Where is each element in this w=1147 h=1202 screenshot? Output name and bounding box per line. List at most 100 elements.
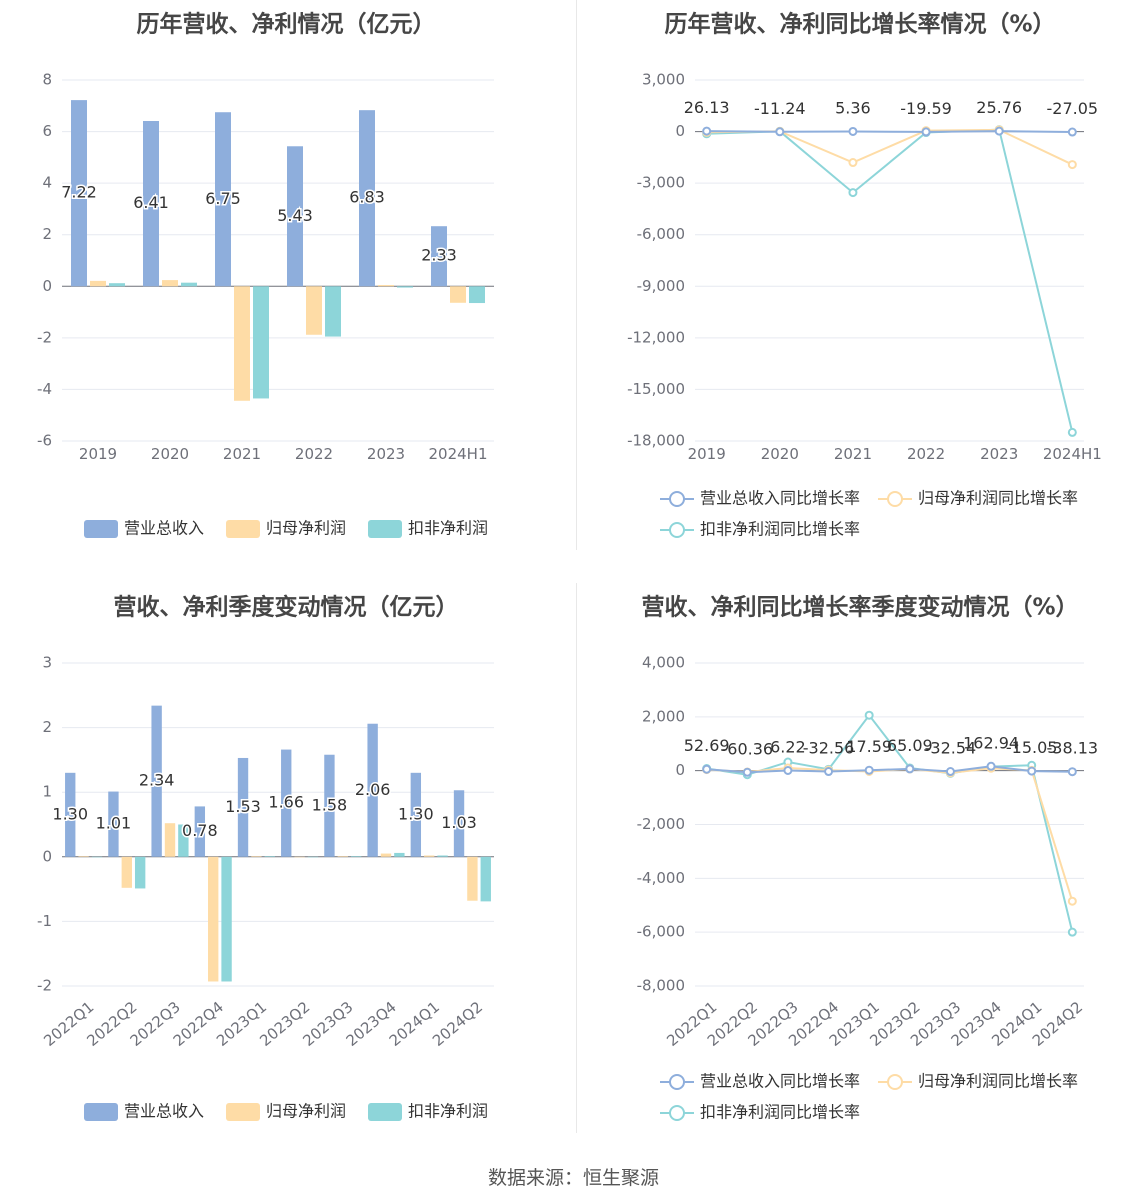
y-tick-label: -1 <box>37 912 52 930</box>
bar <box>121 856 132 888</box>
legend-label: 营业总收入 <box>124 519 204 538</box>
data-point <box>905 764 915 774</box>
y-tick-label: -6 <box>37 432 52 450</box>
x-tick-label: 2020 <box>761 445 799 463</box>
bar <box>467 856 478 901</box>
bar <box>251 856 262 857</box>
y-tick-label: 3,000 <box>642 71 685 89</box>
y-tick-label: 0 <box>675 761 685 779</box>
vertical-divider-bottom <box>576 583 577 1133</box>
y-tick-label: 1 <box>42 783 52 801</box>
legend-swatch <box>84 520 118 538</box>
legend-label: 归母净利润同比增长率 <box>918 489 1078 508</box>
series-line <box>706 128 1073 166</box>
bar <box>306 286 322 335</box>
legend-marker <box>669 1105 685 1121</box>
x-tick-label: 2021 <box>223 445 261 463</box>
bar <box>394 852 405 857</box>
line-data-label: -32.54 <box>925 739 977 758</box>
annual-growth-chart-panel: 历年营收、净利同比增长率情况（%） 3,000 0 -3,000 -6,000 -9,00… <box>574 0 1147 583</box>
bar <box>378 284 394 287</box>
y-tick-label: -9,000 <box>637 277 685 295</box>
bar-data-label: 2.34 <box>139 771 175 790</box>
y-tick-label: 2 <box>42 718 52 736</box>
data-point <box>848 158 858 168</box>
y-tick-label: -15,000 <box>627 380 685 398</box>
data-point <box>742 767 752 777</box>
legend-marker <box>669 491 685 507</box>
data-point <box>1067 427 1077 437</box>
bar <box>109 283 125 287</box>
y-tick-label: -2 <box>37 328 52 346</box>
y-tick-label: -3,000 <box>637 174 685 192</box>
quarterly-growth-chart-panel: 营收、净利同比增长率季度变动情况（%） 4,000 2,000 0 -2,000 -4,0… <box>574 583 1147 1166</box>
y-tick-label: 2,000 <box>642 707 685 725</box>
bar <box>307 856 319 858</box>
bar <box>234 286 250 401</box>
bar-data-label: 7.22 <box>61 183 97 202</box>
legend-label: 扣非净利润同比增长率 <box>700 520 860 539</box>
bar <box>215 112 231 287</box>
bar <box>208 856 219 982</box>
quarterly-growth-chart: 营收、净利同比增长率季度变动情况（%） 4,000 2,000 0 -2,000 -4,0… <box>637 594 1099 1122</box>
legend-swatch <box>84 1103 118 1121</box>
line-data-label: -27.05 <box>1047 99 1099 118</box>
y-tick-label: 2 <box>42 225 52 243</box>
legend-label: 扣非净利润同比增长率 <box>700 1103 860 1122</box>
annual-growth-chart: 历年营收、净利同比增长率情况（%） 3,000 0 -3,000 -6,000 -9,00… <box>627 11 1102 539</box>
line-data-label: 162.94 <box>963 733 1019 752</box>
y-tick-label: 8 <box>42 71 52 89</box>
data-point <box>1067 127 1077 137</box>
bar <box>181 282 197 287</box>
bar-data-label: 0.78 <box>182 821 218 840</box>
legend-swatch <box>368 1103 402 1121</box>
legend-swatch <box>368 520 402 538</box>
bar-data-label: 5.43 <box>277 206 313 225</box>
y-tick-label: -2 <box>37 977 52 995</box>
bar <box>324 754 335 857</box>
series-line <box>706 713 1074 933</box>
bar <box>453 790 465 857</box>
legend-marker <box>669 1074 685 1090</box>
line-data-label: 26.13 <box>684 98 730 117</box>
y-tick-label: 0 <box>42 277 52 295</box>
bar <box>367 723 378 857</box>
bar-data-label: 6.41 <box>133 193 169 212</box>
y-tick-label: 6 <box>42 122 52 140</box>
legend-swatch <box>226 520 260 538</box>
bar <box>253 286 269 399</box>
bar-data-label: 1.53 <box>225 797 261 816</box>
data-point <box>986 761 996 771</box>
bar <box>143 120 159 287</box>
chart-title: 营收、净利季度变动情况（亿元） <box>114 594 459 621</box>
data-point <box>864 710 874 720</box>
line-data-label: -15.05 <box>1006 738 1058 757</box>
bar <box>264 856 275 857</box>
x-tick-label: 2019 <box>688 445 726 463</box>
y-tick-label: -6,000 <box>637 225 685 243</box>
legend-swatch <box>226 1103 260 1121</box>
line-data-label: -32.56 <box>803 739 855 758</box>
line-data-label: 65.09 <box>887 736 933 755</box>
y-tick-label: -18,000 <box>627 432 685 450</box>
bar-data-label: 6.75 <box>205 189 241 208</box>
data-point <box>848 126 858 136</box>
bar-data-label: 1.03 <box>441 813 477 832</box>
line-data-label: -60.36 <box>722 739 774 758</box>
bar-data-label: 6.83 <box>349 188 385 207</box>
legend-label: 营业总收入 <box>124 1102 204 1121</box>
data-point <box>1067 896 1077 906</box>
bar <box>325 286 341 337</box>
data-point <box>864 765 874 775</box>
legend-label: 归母净利润 <box>266 519 346 538</box>
quarterly-bar-chart-panel: 营收、净利季度变动情况（亿元） 3 2 1 0 -1 -2 2022Q1 2022Q2 2022Q… <box>0 583 573 1166</box>
bar <box>337 856 348 857</box>
legend-marker <box>887 1074 903 1090</box>
line-data-label: -38.13 <box>1047 739 1099 758</box>
line-data-label: 6.22 <box>770 737 806 756</box>
bar <box>162 280 178 287</box>
bar <box>221 856 232 982</box>
y-tick-label: 3 <box>42 654 52 672</box>
data-point <box>921 127 931 137</box>
bar-data-label: 1.66 <box>268 793 304 812</box>
